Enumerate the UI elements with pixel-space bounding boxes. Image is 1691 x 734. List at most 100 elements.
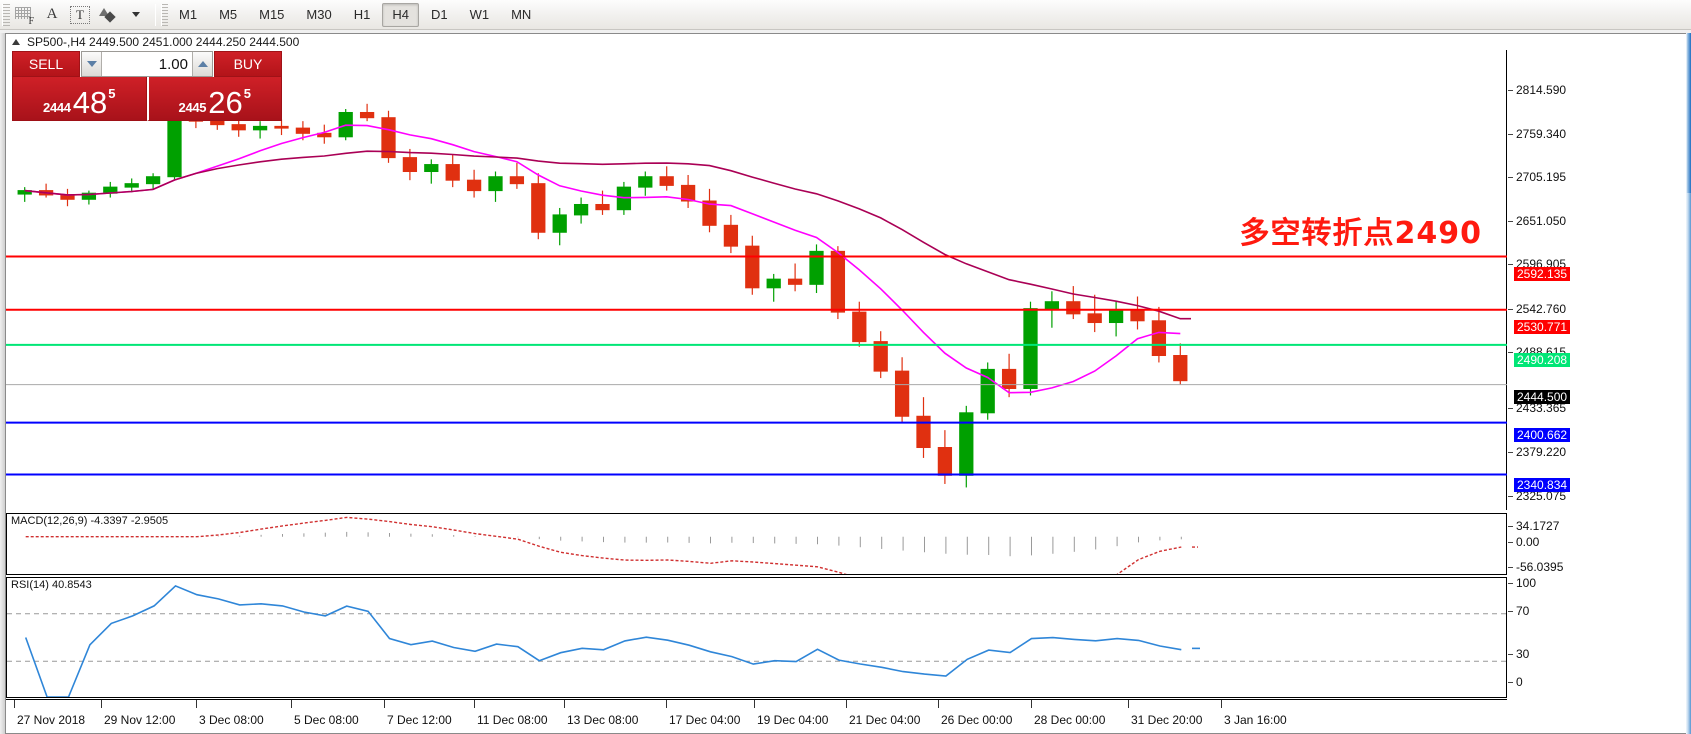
price-axis-badge-support-2340[interactable]: 2340.834 [1514, 478, 1571, 492]
toolbar-drag-handle[interactable] [2, 3, 10, 26]
time-axis-tick [754, 700, 755, 708]
candle [745, 235, 760, 295]
timeframe-d1[interactable]: D1 [430, 7, 448, 22]
chart-window: SP500-,H4 2449.500 2451.000 2444.250 244… [5, 33, 1686, 734]
macd-pane[interactable]: MACD(12,26,9) -4.3397 -2.9505 [6, 513, 1507, 575]
crosshair-f-icon[interactable]: F [11, 3, 37, 27]
candle [573, 197, 589, 224]
price-axis-badge-resistance-2592[interactable]: 2592.135 [1514, 267, 1571, 281]
candle [830, 246, 846, 320]
text-A-icon[interactable]: A [46, 6, 58, 22]
buy-button[interactable]: BUY [214, 51, 282, 77]
price-axis-label: 2814.590 [1516, 83, 1567, 97]
price-axis-label: 2379.220 [1516, 445, 1567, 459]
candle [274, 119, 289, 136]
rsi-level-lines [7, 613, 1506, 662]
rsi-axis-label: 100 [1516, 576, 1537, 590]
time-axis-tick [938, 700, 939, 708]
timeframe-m30[interactable]: M30 [306, 7, 332, 22]
timeframe-m15[interactable]: M15 [259, 7, 285, 22]
price-axis-badge-resistance-2530[interactable]: 2530.771 [1514, 320, 1571, 334]
chart-annotation-text: 多空转折点2490 [1239, 216, 1482, 251]
time-axis-tick [1031, 700, 1032, 708]
candle [852, 301, 867, 347]
time-axis-tick [291, 700, 292, 708]
time-axis-label: 19 Dec 04:00 [757, 713, 829, 727]
left-edge-strip [0, 33, 5, 734]
trade-prices-row: 2444 48 5 2445 26 5 [12, 77, 282, 121]
volume-value[interactable]: 1.00 [158, 55, 188, 73]
time-axis-label: 27 Nov 2018 [17, 713, 86, 727]
vertical-scrollbar-thumb[interactable] [1686, 193, 1691, 734]
price-axis-label: 2433.365 [1516, 401, 1567, 415]
price-axis[interactable]: 2814.590 2759.340 2705.195 2651.050 2596.905… [1508, 50, 1628, 698]
candle [638, 171, 653, 196]
candle [1173, 343, 1188, 386]
candle [124, 178, 139, 193]
triangle-up-icon[interactable] [12, 39, 20, 45]
macd-label: MACD(12,26,9) -4.3397 -2.9505 [11, 515, 169, 527]
candle [680, 174, 696, 208]
crosshair-f-glyph: F [13, 5, 35, 27]
candle [1023, 301, 1038, 396]
volume-stepper[interactable]: 1.00 [81, 51, 213, 77]
price-axis-badge-last-price-2444[interactable]: 2444.500 [1514, 390, 1571, 404]
rsi-axis-label: 0 [1516, 675, 1523, 689]
time-axis-label: 3 Jan 16:00 [1224, 713, 1287, 727]
price-axis-tick [1508, 134, 1513, 135]
candle [488, 171, 503, 202]
price-pane[interactable]: 多空转折点2490 [6, 50, 1507, 510]
rsi-pane[interactable]: RSI(14) 40.8543 [6, 577, 1507, 698]
time-axis-label: 31 Dec 20:00 [1131, 713, 1203, 727]
candle [1108, 301, 1124, 337]
time-axis[interactable]: 27 Nov 2018 29 Nov 12:00 3 Dec 08:00 5 Dec … [6, 699, 1507, 733]
timeframe-w1[interactable]: W1 [469, 7, 490, 22]
symbol-ohlc-bar: SP500-,H4 2449.500 2451.000 2444.250 244… [6, 34, 1686, 50]
chevron-down-glyph [132, 12, 140, 17]
candle [937, 430, 953, 484]
vertical-scrollbar-thumb-top[interactable] [1686, 33, 1691, 193]
sell-price-prefix: 2444 [43, 100, 71, 115]
timeframe-m5[interactable]: M5 [219, 7, 238, 22]
timeframe-mn[interactable]: MN [511, 7, 532, 22]
price-axis-tick [1508, 352, 1513, 353]
volume-decrease-button[interactable] [82, 52, 102, 76]
buy-price-cell[interactable]: 2445 26 5 [146, 77, 282, 121]
candle [552, 207, 567, 246]
text-label-T-icon[interactable]: T [67, 3, 93, 27]
sell-button[interactable]: SELL [12, 51, 80, 77]
sell-price-main: 48 [72, 85, 108, 120]
time-axis-tick [101, 700, 102, 708]
chevron-down-icon[interactable] [123, 3, 149, 27]
timeframe-h4[interactable]: H4 [382, 2, 419, 27]
candle [17, 187, 32, 202]
price-axis-label: 2651.050 [1516, 214, 1567, 228]
volume-increase-button[interactable] [192, 52, 212, 76]
time-axis-label: 13 Dec 08:00 [567, 713, 639, 727]
time-axis-tick [564, 700, 565, 708]
candle [894, 357, 910, 424]
price-axis-label: 2542.760 [1516, 302, 1567, 316]
sell-price-cell[interactable]: 2444 48 5 [12, 77, 147, 121]
moving-average-lines [24, 124, 1191, 394]
candle [103, 181, 118, 198]
rsi-label: RSI(14) 40.8543 [11, 579, 92, 591]
price-axis-tick [1508, 90, 1513, 91]
timeframe-drag-handle[interactable] [161, 3, 168, 26]
shapes-icon[interactable] [95, 3, 121, 27]
price-axis-tick [1508, 309, 1513, 310]
rsi-axis-tick [1508, 654, 1513, 655]
candle [787, 263, 803, 292]
time-axis-label: 29 Nov 12:00 [104, 713, 176, 727]
time-axis-label: 3 Dec 08:00 [199, 713, 264, 727]
price-axis-tick [1508, 177, 1513, 178]
price-axis-badge-support-2400[interactable]: 2400.662 [1514, 428, 1571, 442]
timeframe-h1[interactable]: H1 [353, 7, 371, 22]
candle [1001, 353, 1017, 398]
rsi-line [24, 584, 1182, 697]
timeframe-m1[interactable]: M1 [179, 7, 198, 22]
price-axis-label: 2705.195 [1516, 170, 1567, 184]
price-axis-badge-pivot-2490[interactable]: 2490.208 [1514, 353, 1571, 367]
candle [916, 397, 931, 458]
candle [424, 159, 439, 184]
